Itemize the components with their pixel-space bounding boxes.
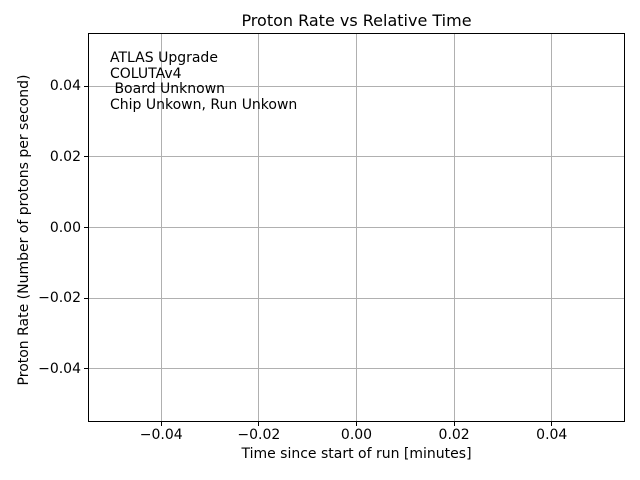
annotation-line-board: Board Unknown [110, 81, 226, 98]
chart-title: Proton Rate vs Relative Time [241, 11, 472, 30]
x-tick-mark [551, 422, 553, 426]
annotation-line-experiment: ATLAS Upgrade [110, 50, 218, 66]
x-tick-label: 0.02 [438, 427, 470, 443]
annotation-line-chip-run: Chip Unkown, Run Unkown [110, 96, 298, 113]
x-tick-label: −0.02 [237, 427, 281, 443]
y-tick-label: 0.02 [49, 148, 81, 165]
x-tick-label: 0.00 [340, 427, 373, 443]
x-tick-mark [453, 422, 455, 426]
grid-line-horizontal [89, 156, 624, 158]
x-tick-label: −0.04 [139, 427, 183, 443]
y-tick-label: 0.00 [49, 219, 81, 236]
y-tick-label: −0.02 [38, 290, 81, 307]
x-tick-mark [356, 422, 357, 426]
grid-line-horizontal [89, 297, 624, 299]
x-tick-label: 0.04 [536, 427, 568, 443]
grid-line-horizontal [89, 227, 624, 228]
grid-line-horizontal [89, 368, 624, 370]
y-tick-mark [84, 227, 88, 228]
annotation-line-chip-type: COLUTAv4 [110, 65, 182, 82]
y-tick-mark [84, 156, 88, 158]
grid-line-horizontal [89, 85, 624, 87]
y-axis-label-text: Proton Rate (Number of protons per secon… [16, 74, 32, 386]
annotation-block: ATLAS Upgrade COLUTAv4 Board Unknown Chi… [110, 50, 298, 113]
y-tick-label: −0.04 [38, 360, 81, 377]
x-axis-label: Time since start of run [minutes] [241, 446, 472, 462]
y-tick-mark [84, 297, 88, 299]
y-tick-mark [84, 368, 88, 370]
x-tick-mark [258, 422, 260, 426]
x-tick-mark [160, 422, 162, 426]
y-tick-label: 0.04 [49, 78, 81, 95]
y-tick-mark [84, 85, 88, 87]
